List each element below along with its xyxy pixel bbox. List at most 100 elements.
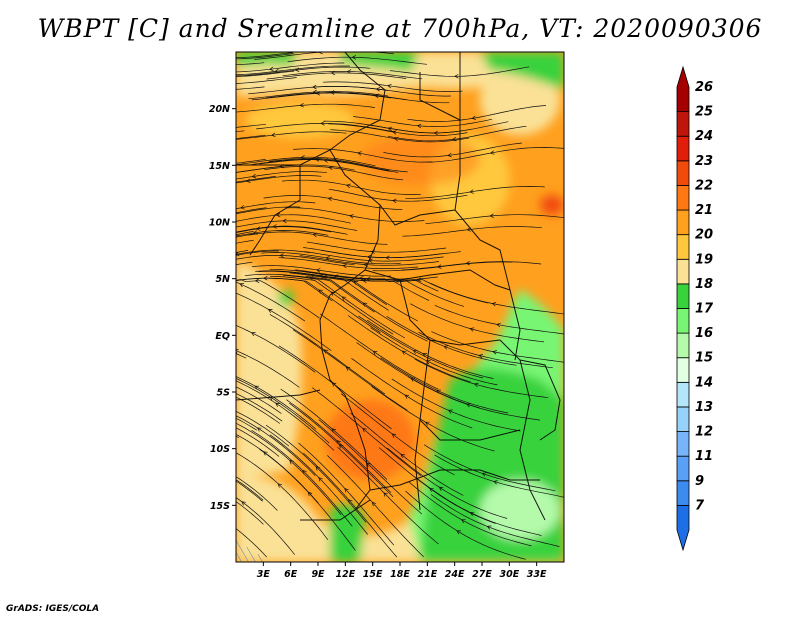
streamline — [380, 357, 509, 414]
streamline — [236, 62, 345, 73]
colorbar-label: 7 — [695, 498, 705, 513]
colorbar-label: 16 — [695, 326, 713, 341]
streamline — [236, 281, 306, 322]
streamline-arrow — [254, 278, 260, 284]
streamline — [286, 399, 392, 493]
streamlines — [164, 52, 564, 560]
streamline — [327, 455, 424, 558]
streamline — [307, 241, 447, 253]
streamline — [250, 158, 390, 171]
colorbar-label: 23 — [695, 154, 713, 169]
streamline — [319, 313, 439, 390]
colorbar-label: 19 — [695, 252, 713, 267]
streamline — [236, 53, 294, 60]
streamline — [330, 129, 470, 143]
streamline-arrow — [174, 261, 178, 265]
streamline-arrow — [269, 66, 274, 72]
streamline — [236, 292, 332, 351]
streamline-arrow — [366, 462, 371, 468]
streamline-arrow — [315, 466, 321, 471]
streamline — [236, 156, 376, 167]
streamline-arrow — [170, 130, 174, 134]
streamline-arrow — [362, 427, 367, 433]
colorbar-label: 15 — [695, 351, 713, 366]
y-axis: 20N 15N 10N 5N EQ 5S 10S 15S — [209, 104, 236, 512]
streamline-arrow — [392, 198, 397, 203]
streamline-arrow — [387, 83, 392, 89]
streamline-arrow — [454, 74, 459, 79]
colorbar-segment — [676, 283, 690, 309]
streamline-arrow — [199, 462, 203, 466]
streamline-arrow — [325, 256, 330, 261]
streamline — [353, 116, 492, 127]
streamline — [236, 435, 240, 439]
streamline-arrow — [164, 279, 168, 283]
streamline — [236, 176, 276, 183]
streamline-arrow — [425, 360, 431, 365]
streamline-arrow — [318, 477, 323, 482]
colorbar-segment — [676, 111, 690, 137]
streamline-arrow — [481, 472, 487, 477]
streamline-arrow — [447, 409, 453, 414]
streamline — [236, 325, 316, 373]
streamline — [408, 481, 532, 547]
colorbar-segment — [676, 209, 690, 236]
streamline-arrow — [438, 486, 444, 491]
streamline — [353, 277, 489, 304]
streamline-arrow — [469, 511, 475, 516]
streamline — [289, 272, 418, 322]
streamline-arrow — [478, 354, 483, 359]
streamline — [414, 358, 549, 399]
streamline — [378, 447, 496, 524]
streamline — [236, 201, 316, 210]
streamline-arrow — [215, 378, 219, 382]
streamline-arrow — [208, 173, 212, 177]
streamline-arrow — [357, 151, 362, 156]
streamline — [236, 206, 301, 215]
x-tick-label: 24E — [445, 569, 465, 580]
streamline-arrow — [416, 277, 422, 283]
streamline — [303, 452, 398, 558]
streamline — [236, 134, 266, 139]
streamline-arrow — [300, 155, 305, 160]
streamline — [236, 70, 295, 78]
streamline — [264, 165, 404, 181]
x-tick-label: 15E — [363, 569, 383, 580]
streamline — [256, 123, 396, 133]
streamline-arrow — [489, 150, 495, 155]
streamline-arrow — [320, 121, 325, 126]
streamline-arrow — [351, 55, 357, 60]
streamline — [405, 186, 545, 199]
streamline — [236, 423, 342, 516]
streamline — [265, 424, 367, 523]
streamline-arrow — [191, 164, 195, 168]
streamline — [318, 419, 423, 515]
streamline-arrow — [469, 327, 475, 332]
streamline-arrow — [241, 501, 246, 506]
streamline-arrow — [184, 244, 188, 248]
streamline-arrow — [489, 213, 494, 219]
streamline-arrow — [275, 212, 281, 218]
streamline-arrow — [344, 487, 349, 493]
streamline-arrow — [366, 254, 372, 260]
streamline-arrow — [277, 483, 283, 488]
streamline-arrow — [307, 491, 313, 497]
streamline-arrow — [368, 258, 373, 263]
streamline-arrow — [180, 251, 184, 255]
streamline-arrow — [240, 205, 245, 210]
streamline-arrow — [345, 183, 351, 189]
streamline — [236, 225, 348, 235]
y-tick-label: 10N — [209, 218, 230, 229]
streamline — [236, 249, 311, 255]
streamline-arrow — [308, 275, 314, 281]
streamline — [236, 386, 282, 414]
streamline — [248, 86, 388, 95]
streamline — [328, 188, 468, 202]
colorbar-label: 11 — [695, 449, 713, 464]
grads-credit: GrADS: IGES/COLA — [6, 604, 100, 614]
streamline — [390, 66, 530, 77]
streamline — [268, 158, 408, 173]
streamline — [236, 103, 375, 113]
streamline — [236, 207, 267, 214]
streamline — [236, 480, 263, 502]
